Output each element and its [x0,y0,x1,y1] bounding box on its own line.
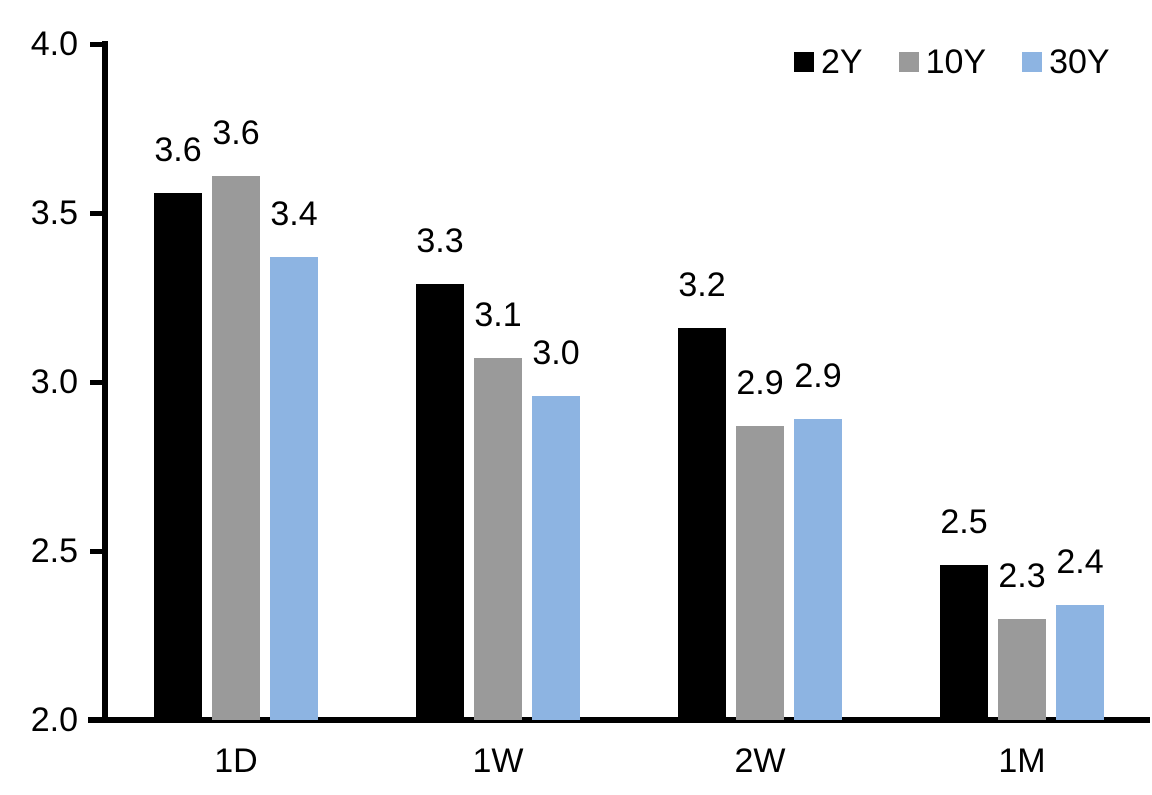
bar-10y-2w [736,425,784,720]
bar-30y-1m [1056,605,1104,720]
legend-swatch-2y-icon [794,52,814,72]
legend-item-2y: 2Y [794,43,863,81]
y-tick-label-2.5: 2.5 [30,532,78,570]
bar-label-30y-2w: 2.9 [794,357,842,396]
bar-2y-1d [154,192,202,720]
x-tick-label-1w: 1W [472,742,524,780]
legend-item-30y: 30Y [1022,43,1110,81]
bar-label-10y-1d: 3.6 [212,113,260,152]
y-tick-2.5 [90,549,108,554]
bar-label-30y-1w: 3.0 [532,333,580,372]
bar-2y-2w [678,327,726,720]
y-tick-4.0 [90,42,108,47]
legend: 2Y 10Y 30Y [794,43,1110,81]
y-tick-3.5 [90,211,108,216]
bar-label-10y-1m: 2.3 [998,556,1046,595]
bar-30y-1w [532,395,580,720]
y-tick-label-3.0: 3.0 [30,363,78,401]
legend-label-2y: 2Y [821,43,863,81]
y-tick-label-2.0: 2.0 [30,701,78,739]
bar-label-2y-2w: 3.2 [678,265,726,304]
bar-10y-1w [474,358,522,720]
bar-label-2y-1w: 3.3 [416,222,464,260]
bar-label-10y-2w: 2.9 [736,363,784,402]
bar-2y-1w [416,284,464,720]
x-axis-line [88,717,1150,723]
bar-10y-1m [998,618,1046,720]
legend-item-10y: 10Y [898,43,987,81]
legend-label-10y: 10Y [925,43,987,81]
bar-label-30y-1m: 2.4 [1056,543,1104,582]
bar-30y-1d [270,256,318,720]
bar-30y-2w [794,419,842,720]
x-tick-label-2w: 2W [734,742,786,780]
y-tick-label-3.5: 3.5 [30,194,78,232]
bar-label-10y-1w: 3.1 [474,296,522,335]
bar-2y-1m [940,564,988,720]
x-tick-label-1m: 1M [998,742,1046,780]
bar-label-30y-1d: 3.4 [270,194,318,233]
x-tick-label-1d: 1D [214,742,258,780]
y-tick-2.0 [90,718,108,723]
bar-label-2y-1d: 3.6 [154,130,202,169]
legend-swatch-10y-icon [898,52,919,72]
legend-label-30y: 30Y [1049,43,1110,81]
bar-label-2y-1m: 2.5 [940,502,988,541]
y-tick-label-4.0: 4.0 [30,25,78,63]
y-tick-3.0 [90,380,108,385]
bar-10y-1d [212,175,260,720]
legend-swatch-30y-icon [1022,52,1043,72]
